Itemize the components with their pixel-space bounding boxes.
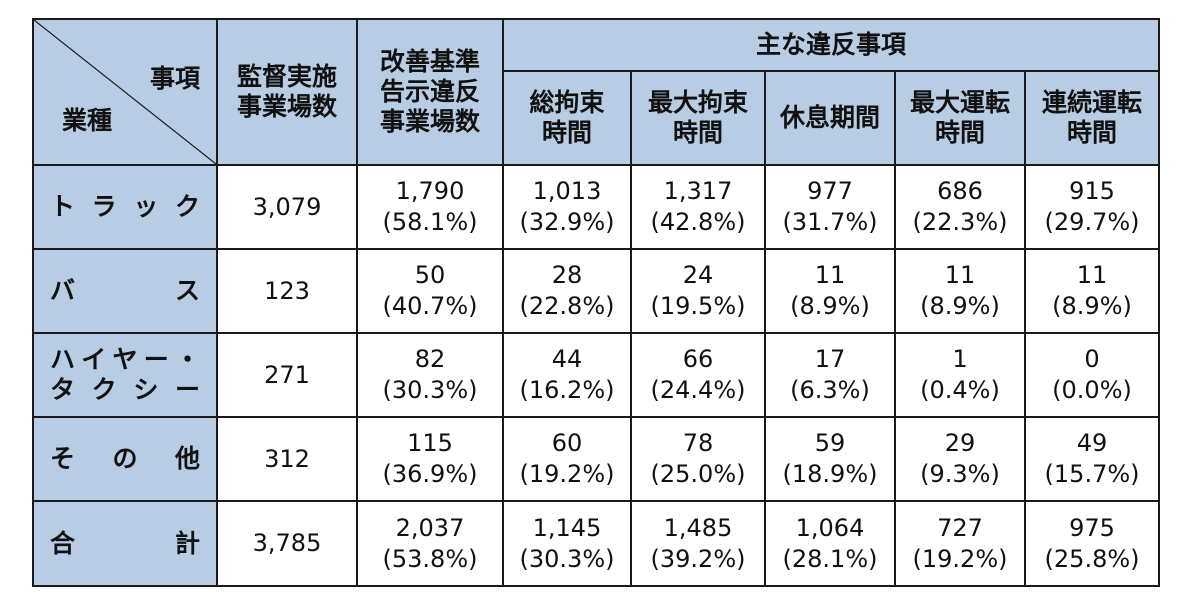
col-header-max-driving: 最大運転 時間	[894, 70, 1026, 166]
row-label-line: ハイヤー・	[50, 345, 200, 374]
row-label-line: 合計	[50, 528, 200, 558]
table-row: その他 312 115 (36.9%) 60 (19.2%) 78 (25.0%) 5…	[32, 416, 1161, 502]
row-header-others: その他	[32, 416, 218, 502]
col-header-continuous-driving: 連続運転 時間	[1023, 70, 1161, 166]
cell-total-restraint: 28 (22.8%)	[502, 248, 632, 334]
table-row: ハイヤー・ タクシー 271 82 (30.3%) 44 (16.2%) 66 (24…	[32, 332, 1161, 418]
row-header-total: 合計	[32, 500, 218, 587]
cell-total-restraint: 60 (19.2%)	[502, 416, 632, 502]
cell-max-restraint: 78 (25.0%)	[630, 416, 766, 502]
corner-label-item: 事項	[149, 64, 200, 93]
cell-max-driving: 29 (9.3%)	[894, 416, 1026, 502]
cell-continuous-driving: 0 (0.0%)	[1023, 332, 1161, 418]
cell-violation: 115 (36.9%)	[356, 416, 504, 502]
cell-max-restraint: 24 (19.5%)	[630, 248, 766, 334]
cell-inspected: 271	[216, 332, 358, 418]
row-label-line: タクシー	[50, 375, 200, 404]
header-row-1: 事項 業種 監督実施 事業場数 改善基準 告示違反 事業場数 主な違反事項	[32, 18, 1161, 166]
row-label-line: バス	[50, 276, 200, 305]
cell-max-driving: 11 (8.9%)	[894, 248, 1026, 334]
corner-label-industry: 業種	[62, 106, 113, 135]
cell-max-restraint: 1,485 (39.2%)	[630, 500, 766, 587]
cell-total-restraint: 44 (16.2%)	[502, 332, 632, 418]
table-row: バス 123 50 (40.7%) 28 (22.8%) 24 (19.5%) 11(…	[32, 248, 1161, 334]
col-group-main-violations: 主な違反事項	[501, 18, 1161, 72]
table-row: トラック 3,079 1,790 (58.1%) 1,013 (32.9%) 1,3…	[32, 164, 1161, 250]
cell-max-restraint: 1,317 (42.8%)	[630, 164, 766, 250]
table-row-total: 合計 3,785 2,037 (53.8%) 1,145 (30.3%) 1,485…	[32, 500, 1161, 587]
row-label-line: その他	[50, 444, 200, 473]
cell-rest-period: 977 (31.7%)	[764, 164, 896, 250]
cell-total-restraint: 1,013 (32.9%)	[502, 164, 632, 250]
row-header-hire-taxi: ハイヤー・ タクシー	[32, 332, 218, 418]
row-header-bus: バス	[32, 248, 218, 334]
cell-max-driving: 1 (0.4%)	[894, 332, 1026, 418]
cell-continuous-driving: 11 (8.9%)	[1023, 248, 1161, 334]
cell-continuous-driving: 49 (15.7%)	[1023, 416, 1161, 502]
cell-violation: 82 (30.3%)	[356, 332, 504, 418]
cell-max-restraint: 66 (24.4%)	[630, 332, 766, 418]
header-row-2: 総拘束 時間 最大拘束 時間 休息期間 最大運転 時間 連続運転 時間	[33, 70, 1161, 166]
cell-rest-period: 1,064 (28.1%)	[764, 500, 896, 587]
cell-continuous-driving: 975 (25.8%)	[1023, 500, 1161, 587]
cell-total-restraint: 1,145 (30.3%)	[502, 500, 632, 587]
cell-inspected: 3,079	[216, 164, 358, 250]
cell-continuous-driving: 915 (29.7%)	[1023, 164, 1161, 250]
cell-rest-period: 59 (18.9%)	[764, 416, 896, 502]
cell-inspected: 123	[216, 248, 358, 334]
corner-diagonal-line	[34, 20, 216, 164]
row-header-truck: トラック	[32, 164, 218, 250]
cell-max-driving: 686 (22.3%)	[894, 164, 1026, 250]
cell-max-driving: 727 (19.2%)	[894, 500, 1026, 587]
col-header-total-restraint: 総拘束 時間	[502, 70, 632, 166]
cell-rest-period: 17 (6.3%)	[764, 332, 896, 418]
violations-table: 事項 業種 監督実施 事業場数 改善基準 告示違反 事業場数 主な違反事項 総拘…	[32, 18, 1161, 587]
col-header-inspected: 監督実施 事業場数	[216, 18, 358, 166]
cell-inspected: 3,785	[216, 500, 358, 587]
cell-rest-period: 11 (8.9%)	[764, 248, 896, 334]
cell-violation: 1,790 (58.1%)	[356, 164, 504, 250]
cell-violation: 2,037 (53.8%)	[356, 500, 504, 587]
corner-header: 事項 業種	[32, 18, 218, 166]
col-header-max-restraint: 最大拘束 時間	[630, 70, 766, 166]
col-header-violation: 改善基準 告示違反 事業場数	[356, 18, 504, 166]
cell-inspected: 312	[216, 416, 358, 502]
row-label-line: トラック	[50, 192, 200, 221]
col-header-rest-period: 休息期間	[764, 70, 896, 166]
cell-violation: 50 (40.7%)	[356, 248, 504, 334]
